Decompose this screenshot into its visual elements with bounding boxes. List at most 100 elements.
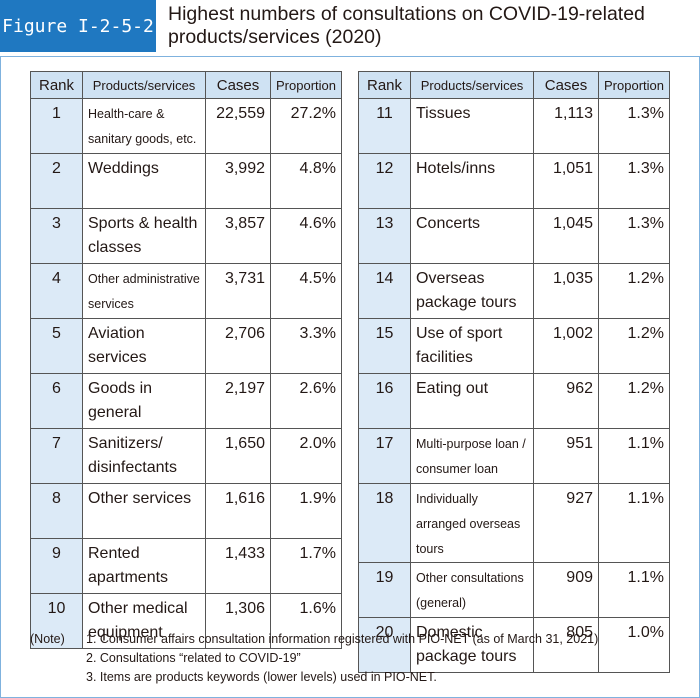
rank: 12	[358, 153, 411, 209]
product: Concerts	[410, 208, 534, 264]
rank: 18	[358, 483, 411, 563]
rank: 8	[30, 483, 83, 539]
proportion: 4.5%	[270, 263, 342, 319]
product: Domestic package tours	[410, 617, 534, 673]
product: Weddings	[82, 153, 206, 209]
cases: 805	[533, 617, 599, 673]
proportion: 1.2%	[598, 263, 670, 319]
table-row: 6 Goods in general 2,197 2.6%	[30, 373, 342, 429]
table-row: 15 Use of sport facilities 1,002 1.2%	[358, 318, 670, 374]
table-row: 3 Sports & health classes 3,857 4.6%	[30, 208, 342, 264]
rank: 7	[30, 428, 83, 484]
header-row: Rank Products/services Cases Proportion	[30, 71, 342, 99]
rank: 20	[358, 617, 411, 673]
cases: 1,045	[533, 208, 599, 264]
product: Other administrative services	[82, 263, 206, 319]
proportion: 1.6%	[270, 593, 342, 649]
cases: 22,559	[205, 98, 271, 154]
product: Aviation services	[82, 318, 206, 374]
column-header: Products/services	[82, 71, 206, 99]
table-row: 8 Other services 1,616 1.9%	[30, 483, 342, 539]
product: Other medical equipment	[82, 593, 206, 649]
table-row: 17 Multi-purpose loan / consumer loan 951 1…	[358, 428, 670, 484]
cases: 1,306	[205, 593, 271, 649]
proportion: 1.0%	[598, 617, 670, 673]
table: Rank Products/services Cases Proportion 11 Ti…	[358, 71, 670, 673]
cases: 1,035	[533, 263, 599, 319]
rank: 6	[30, 373, 83, 429]
rank: 15	[358, 318, 411, 374]
column-header: Rank	[30, 71, 83, 99]
product: Hotels/inns	[410, 153, 534, 209]
product: Tissues	[410, 98, 534, 154]
figure-title: Highest numbers of consultations on COVI…	[168, 3, 645, 48]
cases: 3,857	[205, 208, 271, 264]
product: Individually arranged overseas tours	[410, 483, 534, 563]
proportion: 2.6%	[270, 373, 342, 429]
proportion: 1.1%	[598, 428, 670, 484]
rank: 11	[358, 98, 411, 154]
note-label: (Note)	[30, 632, 65, 646]
product: Eating out	[410, 373, 534, 429]
cases: 1,433	[205, 538, 271, 594]
column-header: Products/services	[410, 71, 534, 99]
rank: 13	[358, 208, 411, 264]
table-row: 4 Other administrative services 3,731 4.5%	[30, 263, 342, 319]
product: Use of sport facilities	[410, 318, 534, 374]
cases: 2,706	[205, 318, 271, 374]
table-row: 2 Weddings 3,992 4.8%	[30, 153, 342, 209]
proportion: 1.2%	[598, 318, 670, 374]
cases: 927	[533, 483, 599, 563]
proportion: 4.8%	[270, 153, 342, 209]
table-row: 20 Domestic package tours 805 1.0%	[358, 617, 670, 673]
proportion: 1.3%	[598, 153, 670, 209]
rank: 17	[358, 428, 411, 484]
cases: 1,113	[533, 98, 599, 154]
cases: 1,650	[205, 428, 271, 484]
rank: 3	[30, 208, 83, 264]
table-row: 1 Health-care & sanitary goods, etc. 22,55…	[30, 98, 342, 154]
cases: 909	[533, 562, 599, 618]
product: Goods in general	[82, 373, 206, 429]
proportion: 1.3%	[598, 98, 670, 154]
figure-label: Figure I-2-5-2	[0, 0, 156, 52]
table-row: 19 Other consultations (general) 909 1.1%	[358, 562, 670, 618]
table-row: 9 Rented apartments 1,433 1.7%	[30, 538, 342, 594]
proportion: 1.1%	[598, 562, 670, 618]
product: Rented apartments	[82, 538, 206, 594]
rank: 16	[358, 373, 411, 429]
cases: 962	[533, 373, 599, 429]
proportion: 1.2%	[598, 373, 670, 429]
panel: Rank Products/services Cases Proportion 1 Hea…	[0, 56, 700, 698]
cases: 3,731	[205, 263, 271, 319]
table-row: 18 Individually arranged overseas tours 92…	[358, 483, 670, 563]
note: 3. Items are products keywords (lower le…	[86, 670, 437, 684]
note: 1. Consumer affairs consultation informa…	[86, 632, 599, 646]
column-header: Proportion	[598, 71, 670, 99]
proportion: 1.1%	[598, 483, 670, 563]
table-row: 12 Hotels/inns 1,051 1.3%	[358, 153, 670, 209]
rank: 2	[30, 153, 83, 209]
column-header: Cases	[533, 71, 599, 99]
table-row: 11 Tissues 1,113 1.3%	[358, 98, 670, 154]
proportion: 1.3%	[598, 208, 670, 264]
proportion: 2.0%	[270, 428, 342, 484]
table-row: 16 Eating out 962 1.2%	[358, 373, 670, 429]
product: Multi-purpose loan / consumer loan	[410, 428, 534, 484]
product: Sanitizers/ disinfectants	[82, 428, 206, 484]
proportion: 4.6%	[270, 208, 342, 264]
proportion: 27.2%	[270, 98, 342, 154]
cases: 1,616	[205, 483, 271, 539]
cases: 2,197	[205, 373, 271, 429]
rank: 14	[358, 263, 411, 319]
note: 2. Consultations “related to COVID-19”	[86, 651, 301, 665]
proportion: 3.3%	[270, 318, 342, 374]
rank: 9	[30, 538, 83, 594]
column-header: Proportion	[270, 71, 342, 99]
table-row: 7 Sanitizers/ disinfectants 1,650 2.0%	[30, 428, 342, 484]
proportion: 1.9%	[270, 483, 342, 539]
cases: 951	[533, 428, 599, 484]
product: Health-care & sanitary goods, etc.	[82, 98, 206, 154]
rank: 19	[358, 562, 411, 618]
